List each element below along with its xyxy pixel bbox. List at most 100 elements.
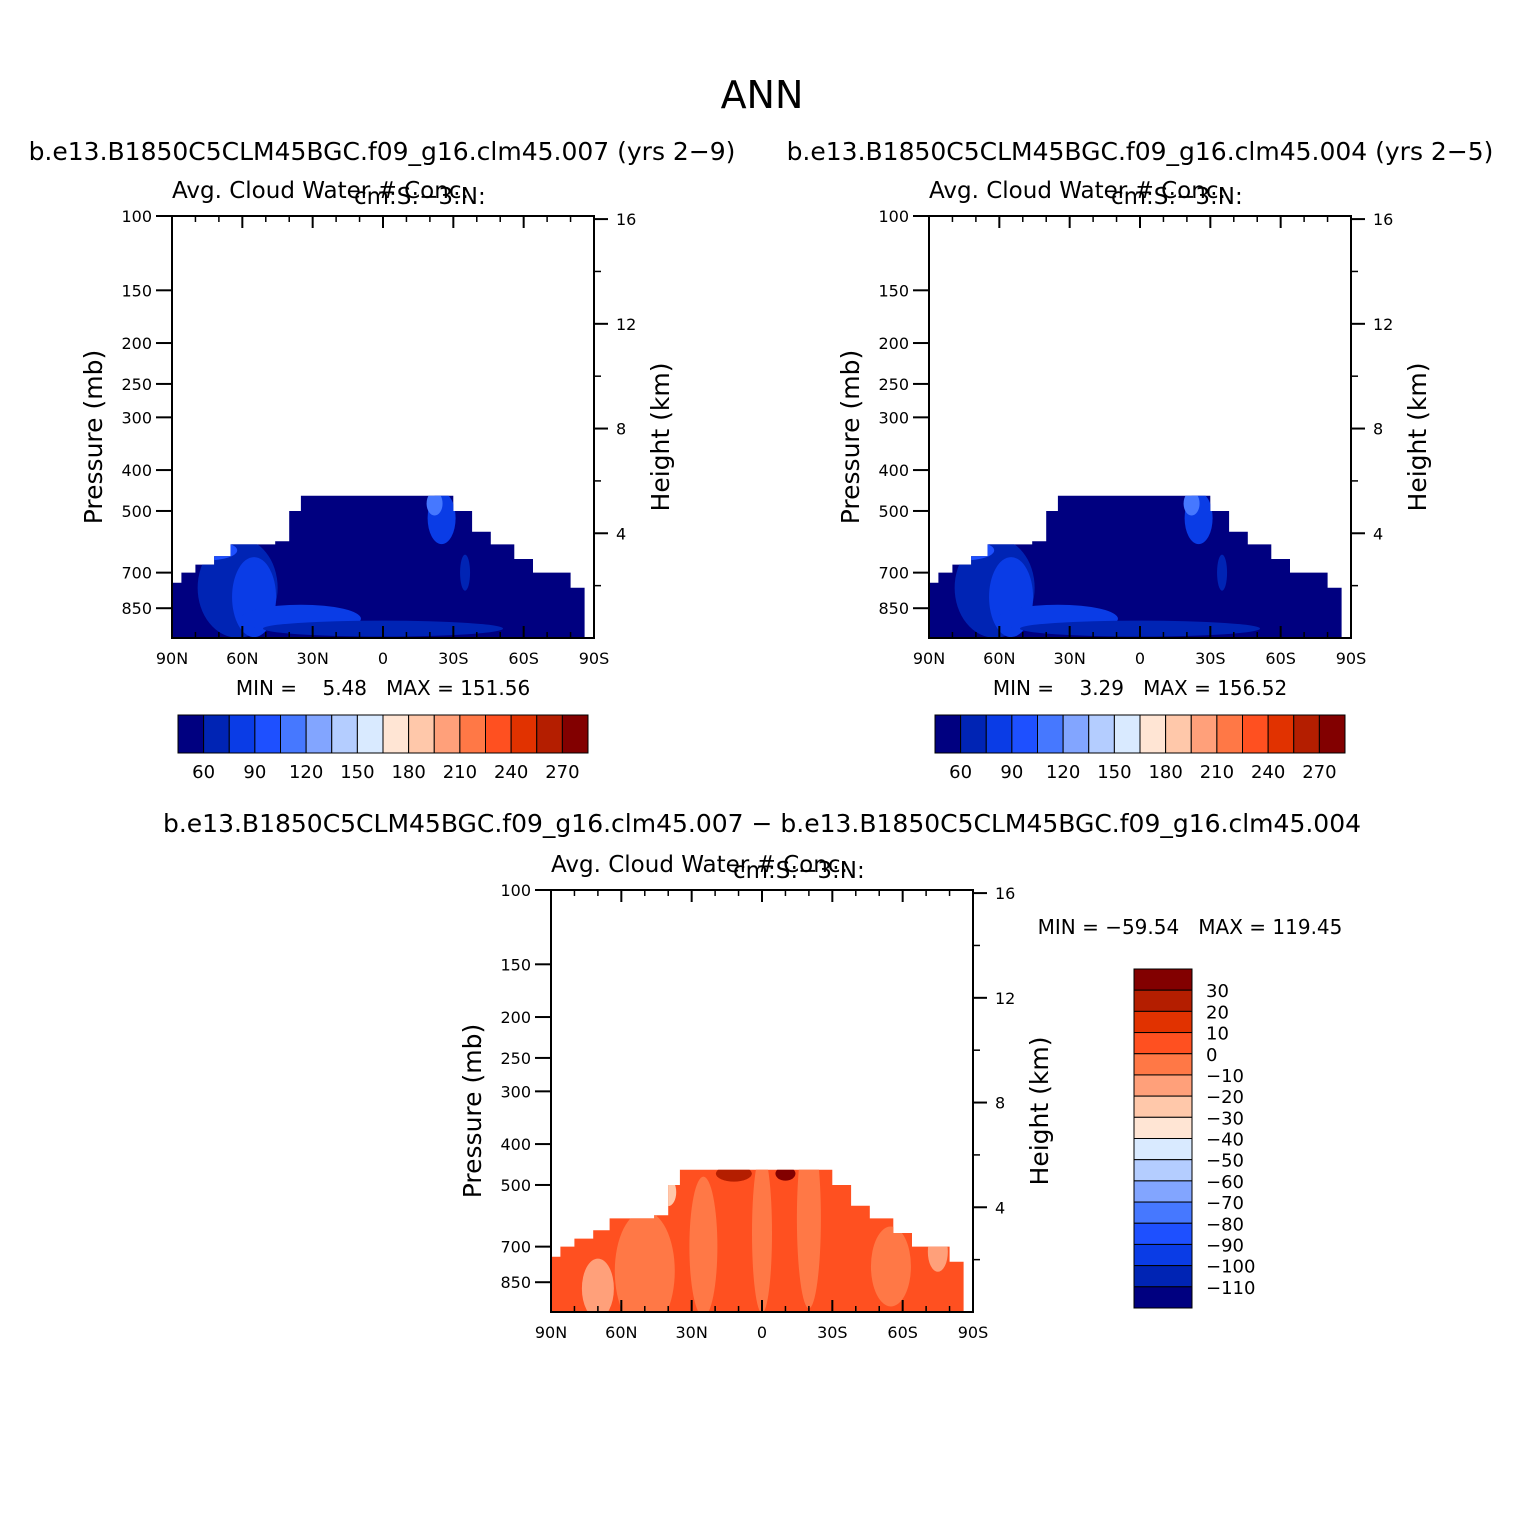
colorbar-box xyxy=(1133,1010,1193,1034)
x-tick-label: 30N xyxy=(297,649,329,668)
colorbar-box xyxy=(228,714,256,754)
x-tick-label: 0 xyxy=(1135,649,1145,668)
colorbar-label: −110 xyxy=(1206,1278,1255,1299)
colorbar-box xyxy=(1133,1032,1193,1055)
colorbar-label: 240 xyxy=(494,762,528,783)
colorbar-box xyxy=(408,714,435,754)
colorbar-label: −20 xyxy=(1206,1087,1244,1108)
colorbar-box xyxy=(1088,714,1115,754)
colorbar-label: −70 xyxy=(1206,1193,1244,1214)
minmax-label: MIN = 5.48 MAX = 151.56 xyxy=(236,676,530,700)
field-contour xyxy=(927,1231,948,1272)
colorbar-box xyxy=(485,714,512,754)
y-left-tick-label: 400 xyxy=(878,461,909,480)
colorbar-label: 180 xyxy=(391,762,425,783)
colorbar-label: 90 xyxy=(243,762,266,783)
colorbar-box xyxy=(1133,968,1193,991)
x-tick-label: 60S xyxy=(887,1323,918,1342)
colorbar-box xyxy=(1133,989,1193,1012)
variable-units: cm:S:−3:N: xyxy=(354,184,486,210)
x-tick-label: 30N xyxy=(676,1323,708,1342)
colorbar-box xyxy=(1133,1053,1193,1076)
colorbar-label: −90 xyxy=(1206,1235,1244,1256)
colorbar-box xyxy=(1133,1159,1193,1182)
colorbar-box xyxy=(177,714,205,754)
colorbar: 60 90 120 150 180 210 240 270 xyxy=(177,714,589,783)
case1-title: b.e13.B1850C5CLM45BGC.f09_g16.clm45.007 … xyxy=(29,137,736,166)
y-left-tick-label: 850 xyxy=(878,599,909,618)
figure-title: ANN xyxy=(721,73,804,117)
x-tick-label: 90N xyxy=(535,1323,567,1342)
colorbar-box xyxy=(1190,714,1218,754)
y-left-tick-label: 300 xyxy=(500,1082,531,1101)
colorbar-label: −60 xyxy=(1206,1172,1244,1193)
colorbar-label: 270 xyxy=(1302,762,1336,783)
right-axis-label: Height (km) xyxy=(1025,1037,1054,1186)
field-contour xyxy=(689,1176,718,1312)
panel-case1: Avg. Cloud Water # Conc.cm:S:−3:N: 90N 60N… xyxy=(79,178,675,783)
variable-title: Avg. Cloud Water # Conc. xyxy=(929,178,1226,204)
colorbar-box xyxy=(960,714,987,754)
x-tick-label: 60N xyxy=(605,1323,637,1342)
y-right-tick-label: 12 xyxy=(995,989,1015,1008)
y-left-tick-label: 500 xyxy=(500,1176,531,1195)
y-left-tick-label: 250 xyxy=(878,375,909,394)
y-right-tick-label: 16 xyxy=(1373,210,1393,229)
x-tick-label: 30S xyxy=(438,649,469,668)
field-contour xyxy=(426,495,443,516)
colorbar-box xyxy=(1133,1095,1193,1118)
x-tick-label: 90N xyxy=(913,649,945,668)
colorbar-label: −10 xyxy=(1206,1066,1244,1087)
minmax-label: MIN = 3.29 MAX = 156.52 xyxy=(993,676,1287,700)
y-left-tick-label: 250 xyxy=(500,1049,531,1068)
x-tick-label: 90N xyxy=(156,649,188,668)
colorbar-box xyxy=(331,714,358,754)
y-left-tick-label: 200 xyxy=(121,334,152,353)
y-left-tick-label: 150 xyxy=(121,281,152,300)
colorbar-box xyxy=(382,714,410,754)
colorbar-box xyxy=(1165,714,1192,754)
y-left-tick-label: 150 xyxy=(500,955,531,974)
field-contour xyxy=(934,540,995,561)
colorbar-box xyxy=(934,714,962,754)
colorbar-label: 90 xyxy=(1000,762,1023,783)
y-left-tick-label: 700 xyxy=(500,1238,531,1257)
y-right-tick-label: 8 xyxy=(995,1094,1005,1113)
colorbar-label: 270 xyxy=(545,762,579,783)
x-tick-label: 90S xyxy=(1336,649,1367,668)
y-left-tick-label: 300 xyxy=(878,408,909,427)
y-right-tick-label: 8 xyxy=(1373,420,1383,439)
colorbar-box xyxy=(1318,714,1346,754)
y-right-tick-label: 16 xyxy=(995,884,1015,903)
colorbar-box xyxy=(1216,714,1243,754)
colorbar-label: −100 xyxy=(1206,1257,1255,1278)
x-tick-label: 0 xyxy=(757,1323,767,1342)
colorbar-label: 60 xyxy=(949,762,972,783)
colorbar-box xyxy=(1113,714,1141,754)
x-tick-label: 60S xyxy=(1265,649,1296,668)
colorbar-box xyxy=(1133,1074,1193,1097)
colorbar-box xyxy=(1133,1180,1193,1203)
colorbar-label: −40 xyxy=(1206,1130,1244,1151)
colorbar-label: 210 xyxy=(1200,762,1234,783)
colorbar-box xyxy=(1133,1243,1193,1267)
left-axis-label: Pressure (mb) xyxy=(836,350,865,524)
field-contour xyxy=(460,554,471,591)
colorbar-box xyxy=(1267,714,1295,754)
data-field xyxy=(551,1169,964,1312)
y-right-tick-label: 8 xyxy=(616,420,626,439)
y-right-tick-label: 12 xyxy=(1373,315,1393,334)
y-left-tick-label: 250 xyxy=(121,375,152,394)
colorbar-box xyxy=(203,714,230,754)
panel-case2: Avg. Cloud Water # Conc.cm:S:−3:N: 90N 60N… xyxy=(836,178,1432,783)
y-left-tick-label: 500 xyxy=(121,502,152,521)
y-left-tick-label: 500 xyxy=(878,502,909,521)
colorbar-label: 150 xyxy=(340,762,374,783)
colorbar-box xyxy=(985,714,1013,754)
field-contour xyxy=(1183,495,1200,516)
colorbar-box xyxy=(1133,1138,1193,1161)
variable-units: cm:S:−3:N: xyxy=(733,858,865,884)
colorbar-label: 0 xyxy=(1206,1045,1217,1066)
x-tick-label: 60S xyxy=(508,649,539,668)
